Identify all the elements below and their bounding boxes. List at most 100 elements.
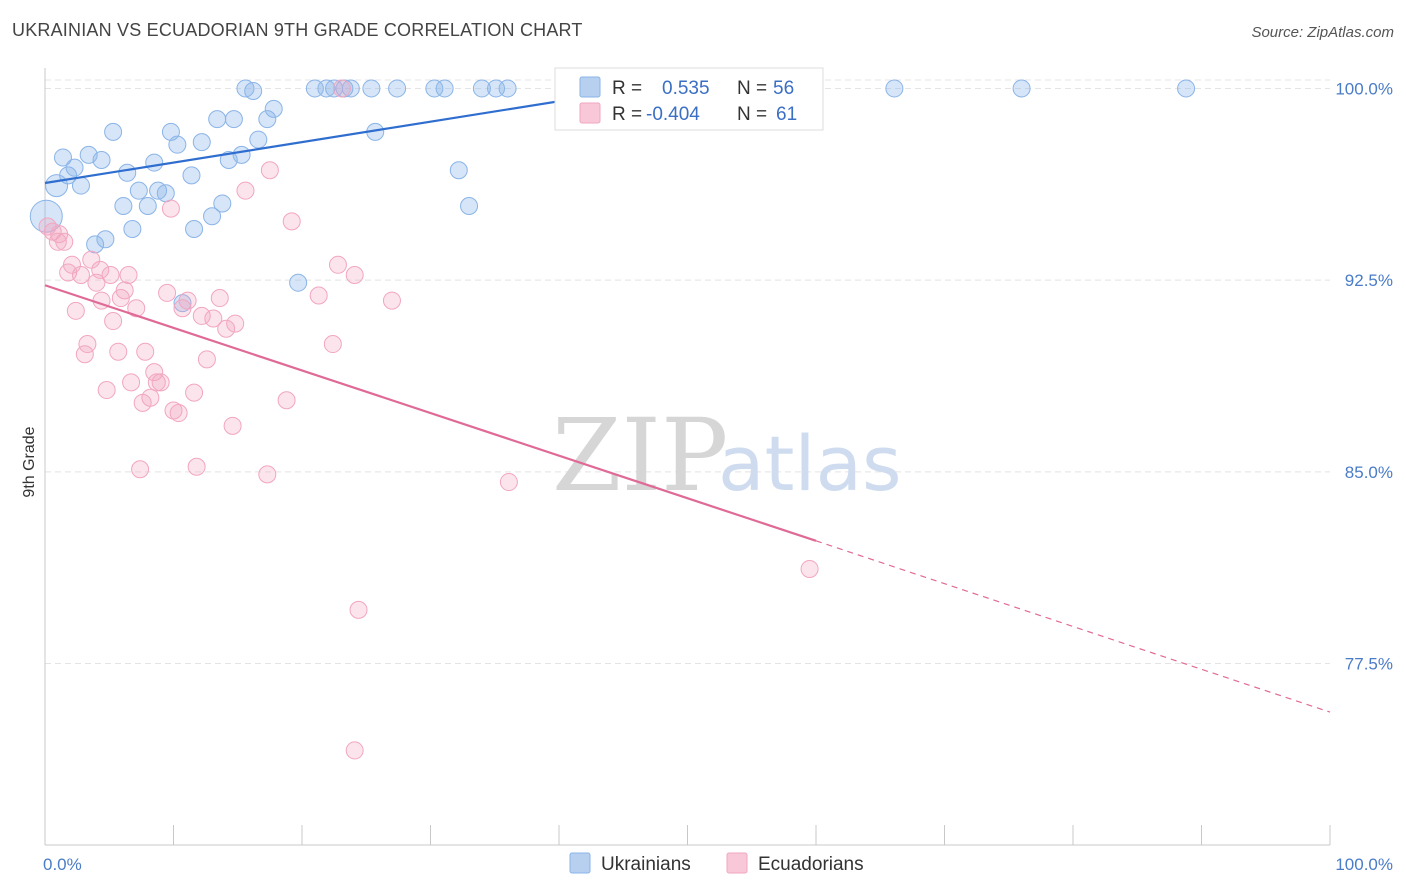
ukrainian-point-15 [138, 197, 157, 216]
y-tick-label-1: 85.0% [1345, 463, 1393, 482]
ecuadorian-point-37 [187, 457, 206, 476]
ukrainian-point-54 [1012, 79, 1031, 98]
legend-n-label-1: N = [737, 78, 767, 99]
ecuadorian-point-53 [332, 79, 351, 98]
legend-n-label-2: N = [737, 104, 767, 125]
ukrainian-point-42 [362, 79, 381, 98]
y-tick-label-0: 77.5% [1345, 655, 1393, 674]
ecuadorian-point-54 [345, 266, 364, 285]
ukrainian-point-32 [244, 82, 263, 101]
series-legend-ukrainians: Ukrainians [601, 854, 691, 875]
ecuadorian-point-36 [185, 383, 204, 402]
ecuadorian-point-56 [349, 600, 368, 619]
ukrainian-point-23 [185, 220, 204, 239]
ecuadorian-point-60 [50, 225, 69, 244]
ecuadorian-point-35 [178, 291, 197, 310]
ecuadorian-point-17 [109, 342, 128, 361]
ecuadorian-point-28 [147, 373, 166, 392]
ukrainian-point-45 [425, 79, 444, 98]
ukrainian-point-34 [258, 110, 277, 129]
series-legend-swatch-ecuadorians [726, 852, 748, 874]
ukrainian-point-49 [472, 79, 491, 98]
ecuadorian-point-15 [101, 266, 120, 285]
ecuadorian-point-33 [169, 404, 188, 423]
ecuadorian-point-31 [161, 199, 180, 218]
series-legend-swatch-ukrainians [569, 852, 591, 874]
ukrainian-point-55 [1177, 79, 1196, 98]
ecuadorian-point-26 [141, 388, 160, 407]
ecuadorian-point-29 [151, 373, 170, 392]
series-legend-ecuadorians: Ecuadorians [758, 854, 864, 875]
ukrainian-point-4 [65, 158, 84, 177]
y-tick-label-3: 100.0% [1335, 79, 1393, 98]
ukrainian-point-53 [885, 79, 904, 98]
y-tick-labels: 77.5% 85.0% 92.5% 100.0% [1335, 79, 1393, 673]
ukrainian-point-35 [264, 99, 283, 118]
trend-line-ecuadorians-extension [815, 540, 1331, 713]
ecuadorian-point-51 [323, 335, 342, 354]
legend-n-value-ukrainians: 56 [773, 78, 794, 99]
ecuadorian-point-2 [48, 232, 67, 251]
stats-legend: R = 0.535 N = 56 R = -0.404 N = 61 [554, 67, 824, 131]
legend-r-value-ecuadorians: -0.404 [646, 104, 700, 125]
ecuadorian-point-5 [62, 255, 81, 274]
ukrainian-point-18 [156, 184, 175, 203]
ecuadorian-point-6 [66, 301, 85, 320]
ecuadorian-point-45 [236, 181, 255, 200]
ukrainian-point-44 [388, 79, 407, 98]
ecuadorian-point-55 [382, 291, 401, 310]
watermark-zip: ZIP [552, 397, 728, 514]
ukrainian-point-36 [289, 273, 308, 292]
ukrainian-point-12 [118, 163, 137, 182]
ecuadorian-point-22 [127, 299, 146, 318]
ecuadorian-point-52 [328, 255, 347, 274]
ecuadorian-point-43 [223, 416, 242, 435]
y-axis-label: 9th Grade [21, 426, 38, 497]
ukrainian-point-2 [53, 148, 72, 167]
ecuadorian-point-16 [104, 312, 123, 331]
ukrainian-point-5 [71, 176, 90, 195]
ukrainian-point-33 [249, 130, 268, 149]
ecuadorian-point-59 [800, 559, 819, 578]
ecuadorian-point-21 [122, 373, 141, 392]
ukrainian-point-47 [449, 161, 468, 180]
ecuadorian-point-47 [260, 161, 279, 180]
series-legend: Ukrainians Ecuadorians [569, 852, 864, 875]
ukrainian-point-26 [208, 110, 227, 129]
ukrainian-point-38 [317, 79, 336, 98]
ukrainian-point-20 [168, 135, 187, 154]
ukrainian-point-21 [173, 294, 192, 313]
ukrainian-point-46 [435, 79, 454, 98]
ecuadorian-point-8 [75, 345, 94, 364]
x-tick-label-0: 0.0% [43, 855, 82, 874]
ukrainian-point-30 [232, 145, 251, 164]
ecuadorian-point-58 [499, 473, 518, 492]
ukrainian-point-7 [86, 235, 105, 254]
legend-r-label-2: R = [612, 104, 642, 125]
axes [44, 68, 1331, 846]
watermark: ZIP atlas [552, 397, 902, 514]
ukrainian-point-14 [129, 181, 148, 200]
ecuadorian-point-20 [119, 266, 138, 285]
trend-line-ecuadorians [44, 284, 817, 542]
ecuadorian-point-23 [131, 460, 150, 479]
ukrainian-point-48 [460, 197, 479, 216]
ukrainian-point-8 [92, 151, 111, 170]
ukrainian-point-10 [104, 122, 123, 141]
ukrainian-point-29 [224, 110, 243, 129]
ukrainian-point-16 [145, 153, 164, 172]
ecuadorian-point-38 [192, 306, 211, 325]
ecuadorian-point-40 [204, 309, 223, 328]
ukrainian-point-24 [192, 133, 211, 152]
ecuadorian-point-50 [309, 286, 328, 305]
ukrainian-point-22 [182, 166, 201, 185]
ukrainian-point-27 [213, 194, 232, 213]
legend-n-value-ecuadorians: 61 [776, 104, 797, 125]
y-tick-label-2: 92.5% [1345, 271, 1393, 290]
ukrainian-point-11 [114, 197, 133, 216]
ecuadorian-point-42 [217, 319, 236, 338]
legend-r-label-1: R = [612, 78, 642, 99]
ecuadorian-point-48 [277, 391, 296, 410]
ecuadorian-point-9 [78, 335, 97, 354]
